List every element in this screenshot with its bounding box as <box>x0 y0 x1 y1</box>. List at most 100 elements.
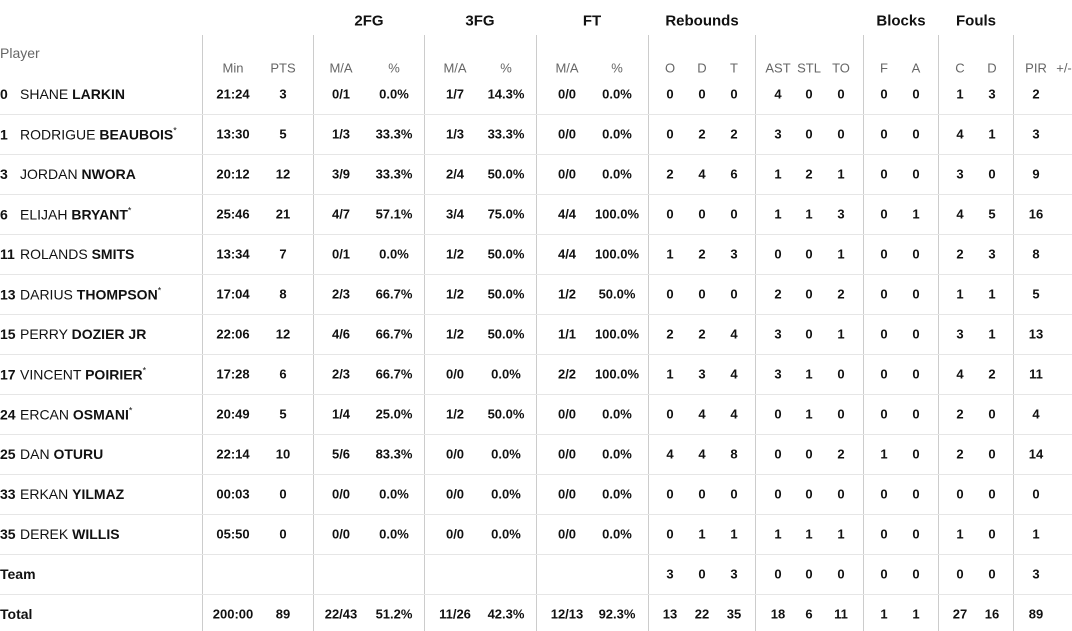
stat-cell: 0 <box>912 286 920 302</box>
row-divider <box>0 594 1072 595</box>
stat-cell: 2 <box>698 326 706 342</box>
stat-cell: 10 <box>275 446 291 462</box>
stat-cell: 0 <box>1032 486 1040 502</box>
group-header: Rebounds <box>665 12 739 30</box>
stat-cell: 25:46 <box>216 206 250 222</box>
column-separator <box>755 35 756 631</box>
stat-cell: 0.0% <box>491 366 521 382</box>
last-name: THOMPSON <box>76 286 158 303</box>
stat-cell: 2 <box>837 446 845 462</box>
column-separator <box>1013 35 1014 631</box>
stat-cell: 0.0% <box>602 486 632 502</box>
starter-mark: * <box>142 365 147 376</box>
last-name: NWORA <box>81 166 136 182</box>
stat-cell: 1 <box>956 286 964 302</box>
first-name: DEREK <box>20 526 69 542</box>
stat-cell: 3 <box>988 86 996 102</box>
stat-cell: 1 <box>1032 526 1040 542</box>
stat-cell: 4/4 <box>557 246 577 262</box>
stat-cell: 22:06 <box>216 326 250 342</box>
column-separator <box>863 35 864 631</box>
stat-cell: 1/4 <box>331 406 351 422</box>
player-name: 35 DEREK WILLIS <box>0 526 120 542</box>
stat-cell: 0 <box>956 486 964 502</box>
row-divider <box>0 234 1072 235</box>
stat-cell: 0/0 <box>557 406 577 422</box>
stat-cell: 0 <box>774 406 782 422</box>
stat-cell: 0 <box>880 566 888 582</box>
stat-cell: 20:12 <box>216 166 250 182</box>
player-name: 13 DARIUS THOMPSON* <box>0 286 161 303</box>
stat-cell: 0/0 <box>557 86 577 102</box>
column-header: D <box>697 60 707 76</box>
player-number: 3 <box>0 166 8 182</box>
stat-cell: 89 <box>1028 606 1044 622</box>
stat-cell: 16 <box>984 606 1000 622</box>
first-name: PERRY <box>20 326 68 342</box>
starter-mark: * <box>127 205 132 216</box>
stat-cell: 0 <box>666 206 674 222</box>
stat-cell: 1 <box>698 526 706 542</box>
stat-cell: 13:34 <box>216 246 250 262</box>
stat-cell: 0 <box>988 446 996 462</box>
stat-cell: 2 <box>666 166 674 182</box>
stat-cell: 0.0% <box>602 166 632 182</box>
last-name: YILMAZ <box>72 486 125 502</box>
first-name: ERKAN <box>20 486 69 502</box>
column-header: M/A <box>329 60 353 76</box>
stat-cell: 0.0% <box>602 526 632 542</box>
stat-cell: 17:28 <box>216 366 250 382</box>
row-divider <box>0 354 1072 355</box>
stat-cell: 3 <box>279 86 287 102</box>
stat-cell: 12 <box>275 166 291 182</box>
stat-cell: 1 <box>880 606 888 622</box>
stat-cell: 3 <box>730 246 738 262</box>
stat-cell: 0 <box>837 406 845 422</box>
column-separator <box>938 35 939 631</box>
stat-cell: 11 <box>1029 366 1043 382</box>
stat-cell: 2/3 <box>331 366 351 382</box>
stat-cell: 1 <box>880 446 888 462</box>
stat-cell: 1 <box>912 206 920 222</box>
stat-cell: 66.7% <box>375 326 413 342</box>
stat-cell: 13 <box>662 606 678 622</box>
stat-cell: 4 <box>730 366 738 382</box>
stat-cell: 1/3 <box>445 126 465 142</box>
player-name: 25 DAN OTURU <box>0 446 103 462</box>
group-header: 3FG <box>465 12 495 30</box>
stat-cell: 0 <box>666 286 674 302</box>
last-name: OSMANI <box>72 406 129 423</box>
stat-cell: 0.0% <box>602 446 632 462</box>
stat-cell: 2 <box>1032 86 1040 102</box>
stat-cell: 0 <box>279 486 287 502</box>
stat-cell: 2 <box>956 246 964 262</box>
stat-cell: 2 <box>698 126 706 142</box>
stat-cell: 2 <box>730 126 738 142</box>
column-header: AST <box>765 60 791 76</box>
starter-mark: * <box>173 125 177 136</box>
player-header: Player <box>0 45 40 61</box>
stat-cell: 4 <box>1032 406 1040 422</box>
stat-cell: 9 <box>1032 166 1040 182</box>
last-name: POIRIER <box>85 366 143 383</box>
row-divider <box>0 194 1072 195</box>
stat-cell: 1/2 <box>445 286 465 302</box>
column-separator <box>536 35 537 631</box>
stat-cell: 05:50 <box>216 526 250 542</box>
stat-cell: 22/43 <box>324 606 358 622</box>
first-name: DARIUS <box>20 286 73 303</box>
stat-cell: 2 <box>988 366 996 382</box>
stat-cell: 4 <box>956 206 964 222</box>
stat-cell: 4/7 <box>331 206 351 222</box>
column-separator <box>648 35 649 631</box>
stat-cell: 2 <box>956 446 964 462</box>
first-name: DAN <box>20 446 50 462</box>
stat-cell: 0/0 <box>557 446 577 462</box>
stat-cell: 0 <box>698 206 706 222</box>
player-number: 33 <box>0 486 16 502</box>
stat-cell: 14.3% <box>487 86 525 102</box>
stat-cell: 1/2 <box>445 246 465 262</box>
stat-cell: 0 <box>666 486 674 502</box>
stat-cell: 2/2 <box>557 366 577 382</box>
stat-cell: 5 <box>279 406 287 422</box>
